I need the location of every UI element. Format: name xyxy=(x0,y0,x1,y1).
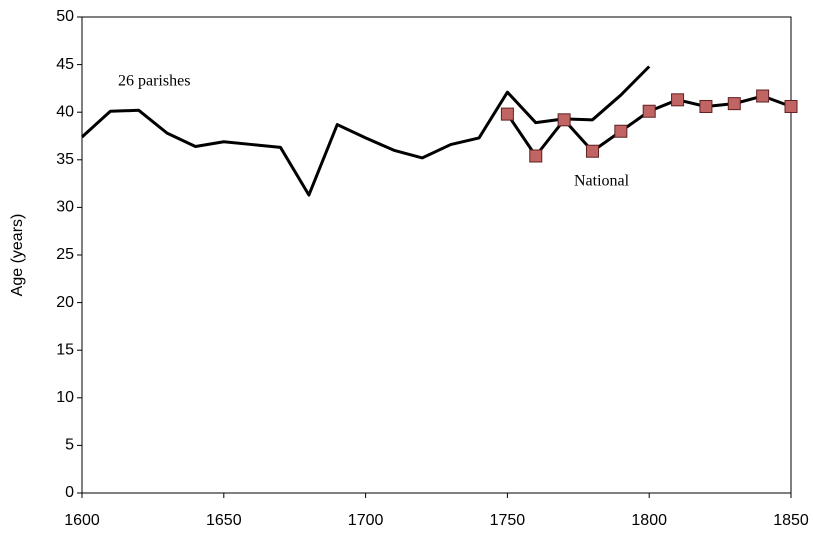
point-marker xyxy=(557,113,571,127)
y-tick-label: 25 xyxy=(56,246,74,263)
point-marker xyxy=(500,107,514,121)
series-line xyxy=(80,65,651,197)
x-tick-label: 1600 xyxy=(64,512,100,529)
point-marker xyxy=(727,97,741,111)
y-tick-label: 40 xyxy=(56,103,74,120)
point-marker xyxy=(529,149,543,163)
point-marker xyxy=(585,144,599,158)
point-marker xyxy=(699,99,713,113)
series-annotation: National xyxy=(574,173,630,190)
point-marker xyxy=(614,124,628,138)
y-tick-label: 5 xyxy=(65,437,74,454)
y-tick-label: 50 xyxy=(56,8,74,25)
y-tick-label: 35 xyxy=(56,151,74,168)
y-tick-label: 0 xyxy=(65,484,74,501)
point-marker xyxy=(642,104,656,118)
x-tick-label: 1800 xyxy=(631,512,667,529)
series-annotation: 26 parishes xyxy=(118,73,190,90)
y-tick-label: 20 xyxy=(56,294,74,311)
x-tick-label: 1650 xyxy=(206,512,242,529)
y-tick-label: 30 xyxy=(56,199,74,216)
x-tick-label: 1700 xyxy=(348,512,384,529)
point-marker xyxy=(671,93,685,107)
point-marker xyxy=(756,89,770,103)
x-tick-label: 1850 xyxy=(773,512,809,529)
y-tick-label: 15 xyxy=(56,341,74,358)
y-axis-label: Age (years) xyxy=(9,214,26,297)
x-tick-label: 1750 xyxy=(490,512,526,529)
y-tick-label: 10 xyxy=(56,389,74,406)
point-marker xyxy=(784,99,798,113)
y-tick-label: 45 xyxy=(56,56,74,73)
